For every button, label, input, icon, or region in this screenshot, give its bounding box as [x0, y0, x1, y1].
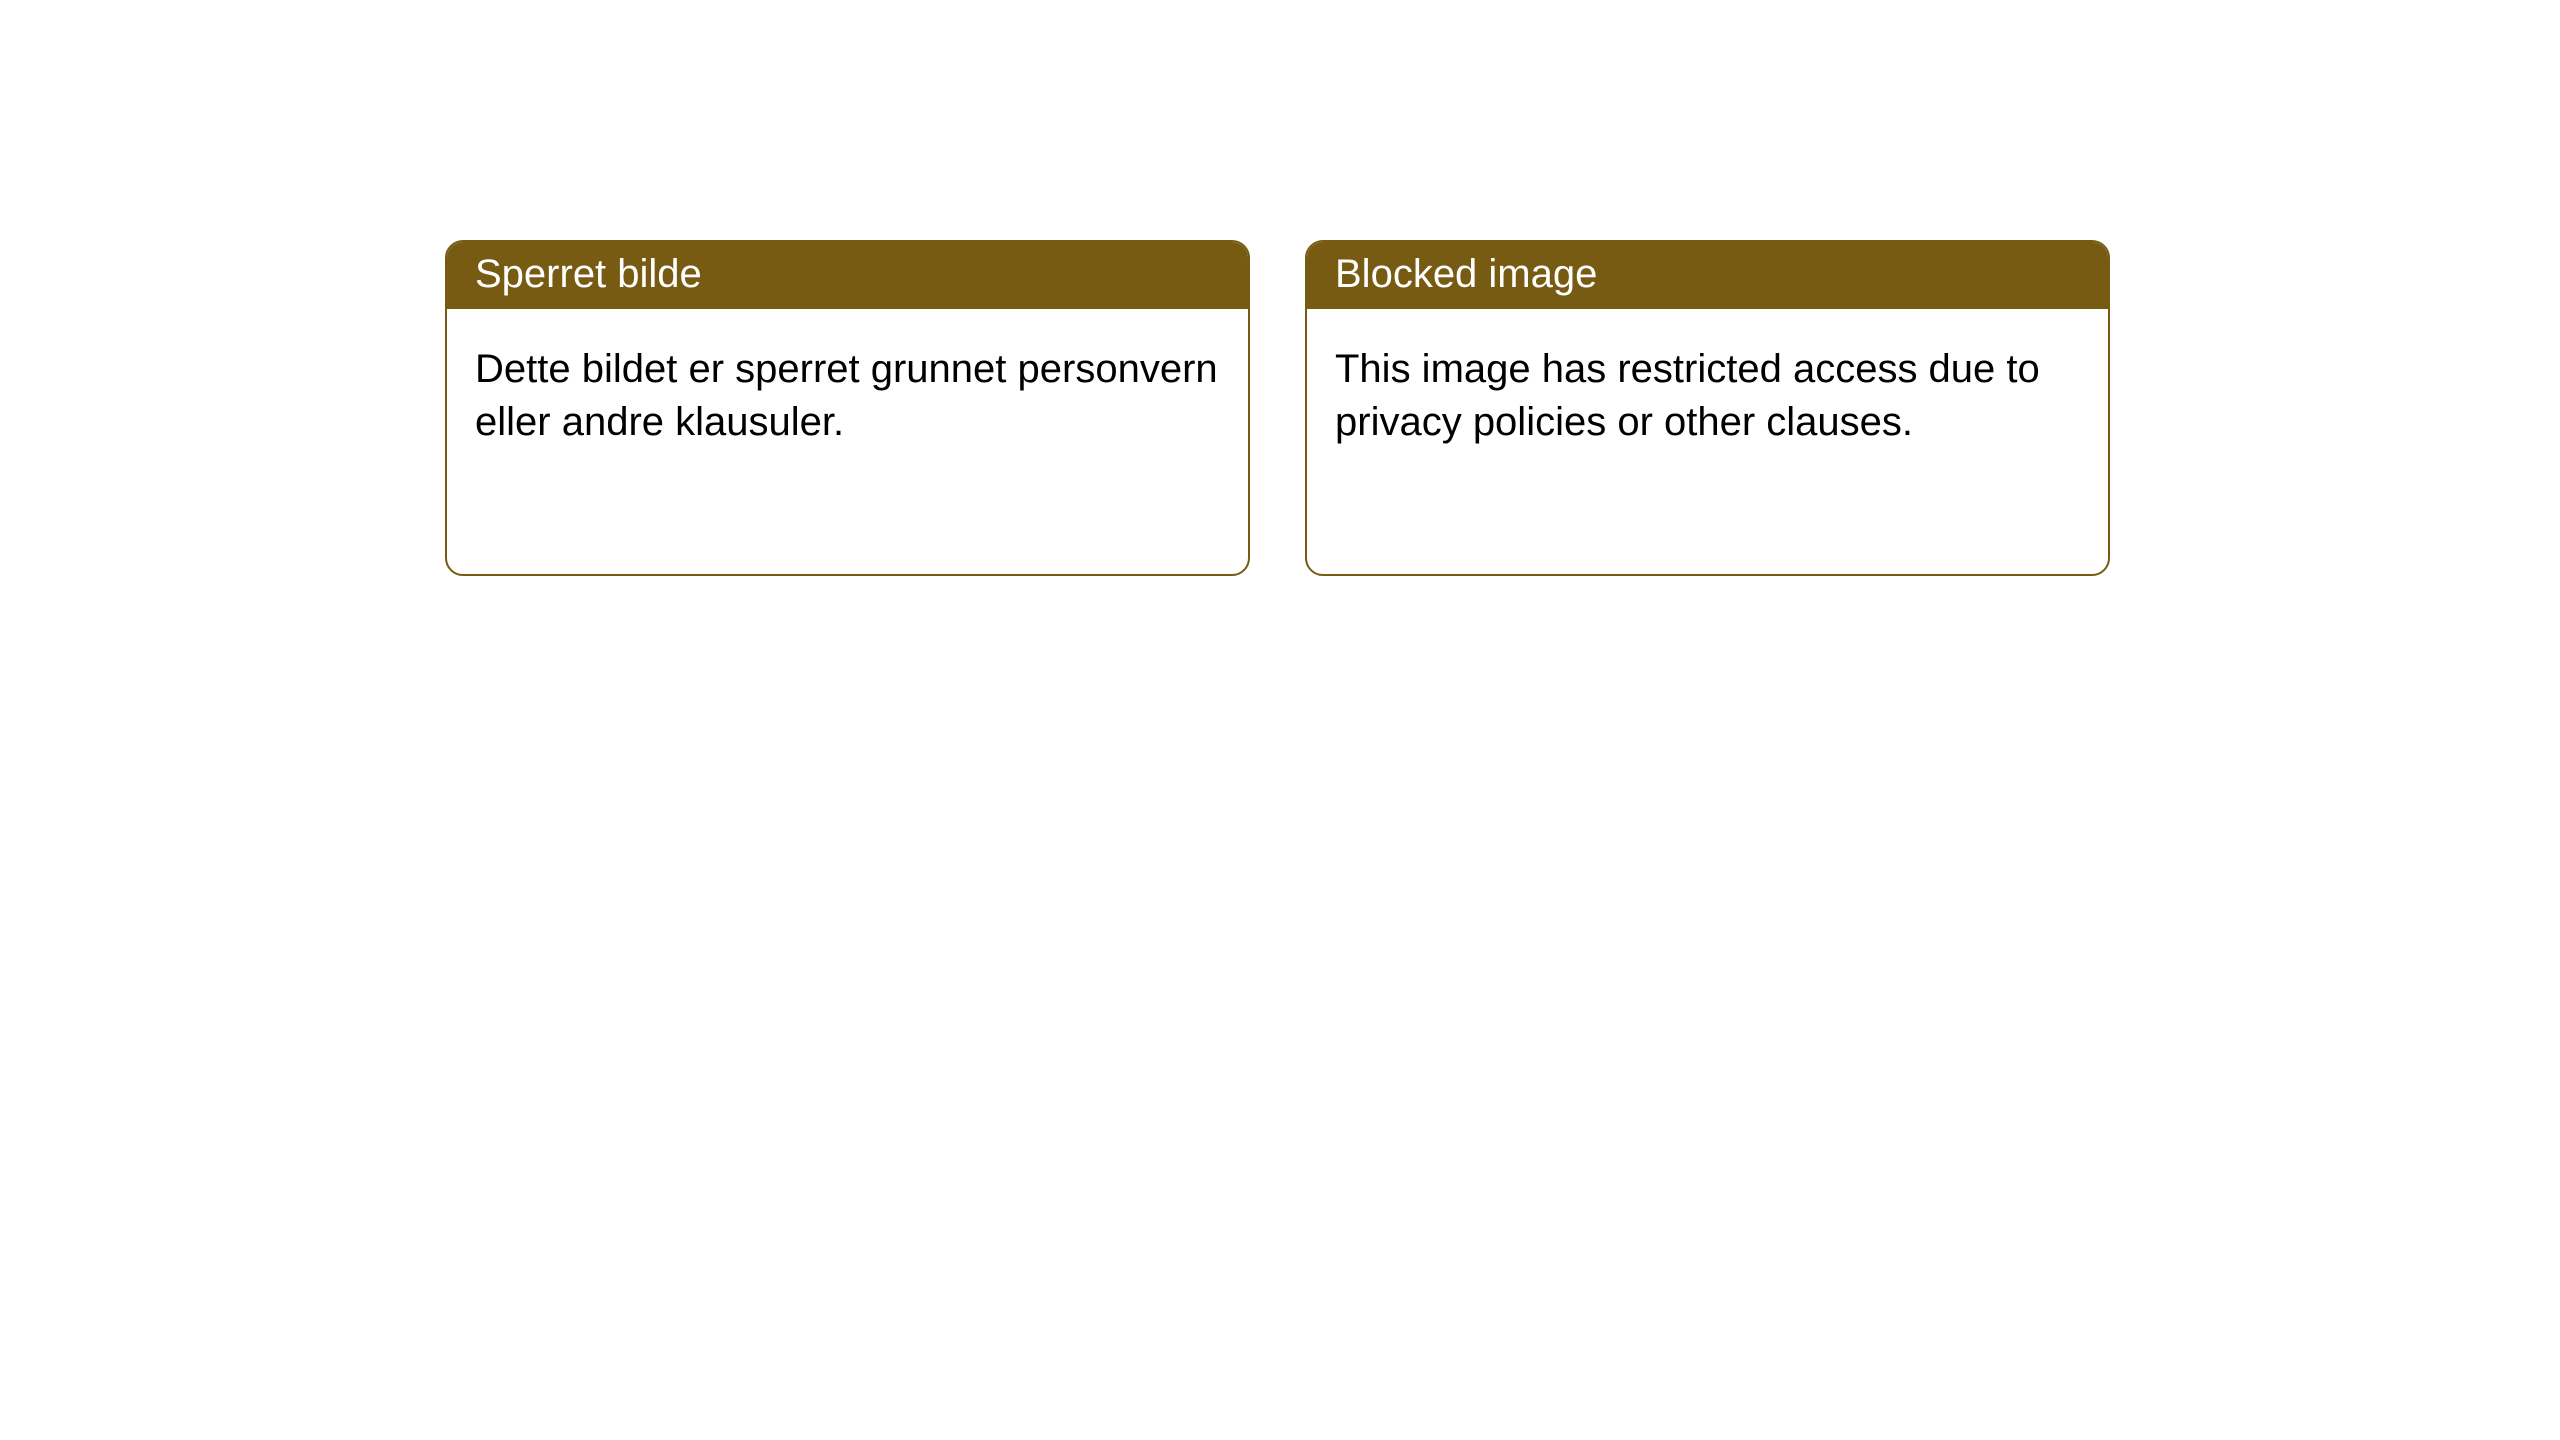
notice-header: Sperret bilde: [447, 242, 1248, 309]
notice-container: Sperret bilde Dette bildet er sperret gr…: [445, 240, 2560, 576]
notice-header: Blocked image: [1307, 242, 2108, 309]
notice-box-english: Blocked image This image has restricted …: [1305, 240, 2110, 576]
notice-body: This image has restricted access due to …: [1307, 309, 2108, 483]
notice-box-norwegian: Sperret bilde Dette bildet er sperret gr…: [445, 240, 1250, 576]
notice-body: Dette bildet er sperret grunnet personve…: [447, 309, 1248, 483]
